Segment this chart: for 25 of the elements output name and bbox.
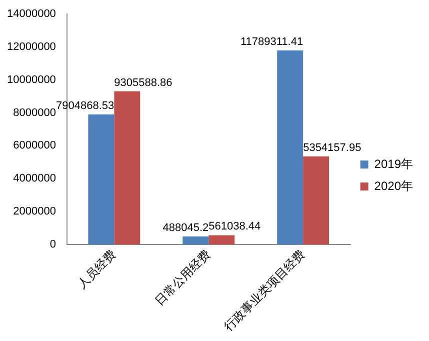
data-label: 11789311.41 — [240, 36, 304, 48]
y-tick-label: 10000000 — [6, 74, 56, 86]
bar — [114, 91, 140, 244]
y-tick-label: 6000000 — [13, 140, 56, 152]
data-label: 5354157.95 — [303, 142, 362, 154]
bar — [208, 235, 235, 244]
bar — [182, 236, 209, 244]
data-label: 488045.2 — [162, 222, 209, 234]
bar — [303, 156, 330, 244]
y-tick-label: 4000000 — [13, 172, 56, 185]
data-label: 7904868.53 — [56, 100, 114, 112]
y-tick-label: 14000000 — [6, 8, 56, 20]
legend-label: 2020年 — [374, 178, 414, 193]
y-tick-label: 0 — [50, 238, 56, 250]
y-tick-label: 12000000 — [6, 40, 56, 53]
x-tick-label: 人员经费 — [74, 247, 119, 291]
bar — [88, 114, 114, 244]
data-label: 561038.44 — [208, 220, 261, 233]
legend-label: 2019年 — [374, 156, 414, 171]
y-tick-label: 2000000 — [13, 206, 56, 218]
y-tick-label: 8000000 — [13, 106, 56, 119]
data-label: 9305588.86 — [114, 76, 172, 89]
x-tick-label: 行政事业类项目经费 — [221, 247, 308, 334]
x-tick-label: 日常公用经费 — [152, 247, 214, 308]
bar — [277, 50, 304, 244]
